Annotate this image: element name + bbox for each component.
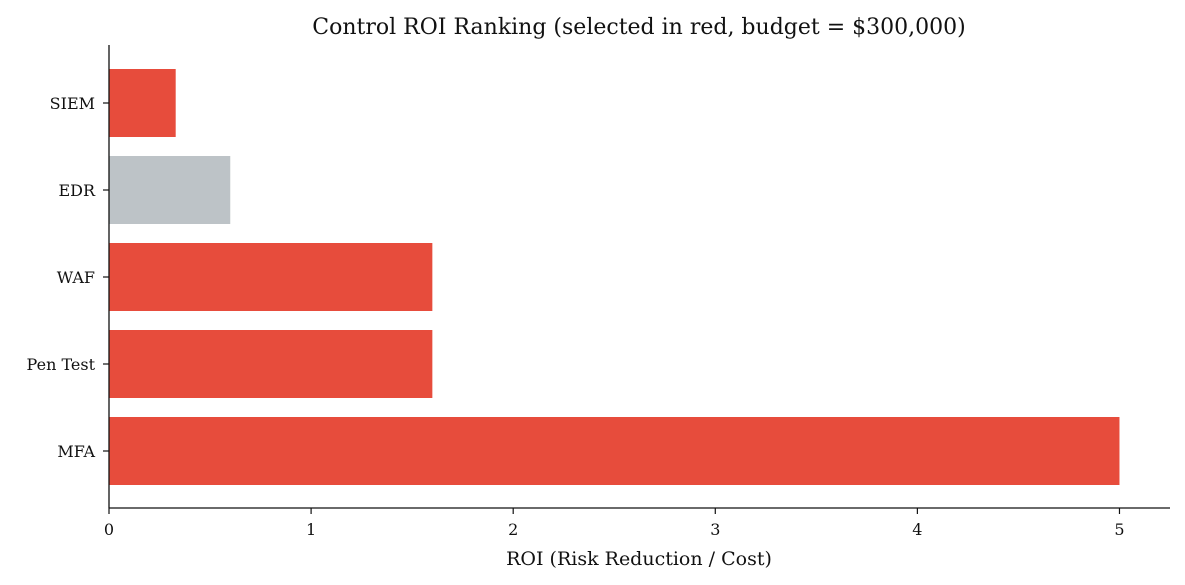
bar-edr xyxy=(109,156,231,224)
y-tick-label-waf: WAF xyxy=(57,268,95,287)
x-tick-label-0: 0 xyxy=(104,520,114,539)
x-axis-label: ROI (Risk Reduction / Cost) xyxy=(506,548,772,570)
x-tick-label-4: 4 xyxy=(912,520,922,539)
bar-siem xyxy=(109,69,176,137)
y-tick-label-pen-test: Pen Test xyxy=(27,355,96,374)
x-tick-label-5: 5 xyxy=(1114,520,1124,539)
y-tick-label-mfa: MFA xyxy=(57,442,95,461)
x-tick-label-3: 3 xyxy=(710,520,720,539)
bar-waf xyxy=(109,243,433,311)
bar-mfa xyxy=(109,417,1120,485)
y-tick-label-siem: SIEM xyxy=(50,94,95,113)
bars-group xyxy=(109,69,1120,485)
chart-title: Control ROI Ranking (selected in red, bu… xyxy=(312,15,965,40)
x-tick-label-2: 2 xyxy=(508,520,518,539)
y-tick-label-edr: EDR xyxy=(58,181,96,200)
y-axis-ticks: MFA Pen Test WAF EDR SIEM xyxy=(27,94,109,461)
x-tick-label-1: 1 xyxy=(306,520,316,539)
bar-pen-test xyxy=(109,330,433,398)
x-axis-ticks: 0 1 2 3 4 5 xyxy=(104,508,1125,539)
